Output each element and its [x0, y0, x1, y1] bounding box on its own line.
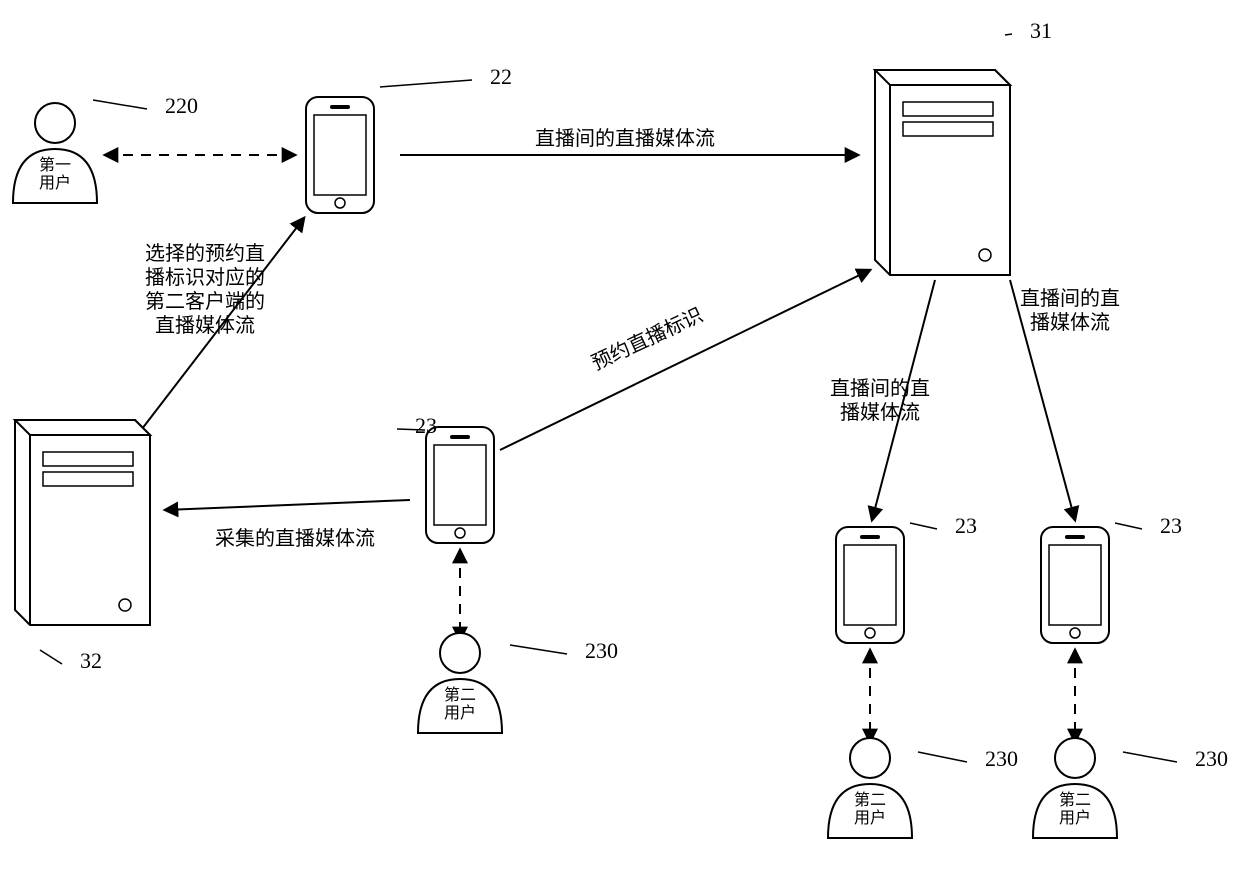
ref-label-user_mid: 230: [585, 638, 618, 663]
e_phone_mid_serverleft-label: 采集的直播媒体流: [215, 527, 375, 550]
ref-label-server_right: 31: [1030, 18, 1052, 43]
ref-label-phone_r1: 23: [955, 513, 977, 538]
e_phone_mid_serverleft: [165, 500, 410, 510]
ref-leader-server_left: [40, 650, 62, 664]
ref-leader-user_r1: [918, 752, 967, 762]
svg-text:直播间的直播媒体流: 直播间的直播媒体流: [535, 127, 715, 150]
ref-label-user_first: 220: [165, 93, 198, 118]
e_serverleft_phone_host-label: 选择的预约直播标识对应的第二客户端的直播媒体流: [145, 242, 265, 337]
node-phone_r2: [1041, 527, 1109, 643]
ref-leader-server_right: [1005, 34, 1012, 35]
node-phone_host: [306, 97, 374, 213]
node-server_right: [875, 70, 1010, 275]
e_phone_mid_server_right-label: 预约直播标识: [588, 303, 706, 375]
ref-label-user_r1: 230: [985, 746, 1018, 771]
ref-leader-phone_host: [380, 80, 472, 87]
ref-leader-user_first: [93, 100, 147, 109]
svg-text:直播间的直播媒体流: 直播间的直播媒体流: [1020, 287, 1120, 334]
ref-label-phone_mid: 23: [415, 413, 437, 438]
e_server_right_phone_r1-label: 直播间的直播媒体流: [830, 377, 930, 424]
nodes-layer: 第一用户第二用户第二用户第二用户: [13, 70, 1117, 838]
node-user_r1: 第二用户: [828, 738, 912, 838]
node-phone_mid: [426, 427, 494, 543]
live-stream-architecture-diagram: 第一用户第二用户第二用户第二用户 直播间的直播媒体流选择的预约直播标识对应的第二…: [0, 0, 1240, 879]
node-phone_r1: [836, 527, 904, 643]
svg-text:选择的预约直播标识对应的第二客户端的直播媒体流: 选择的预约直播标识对应的第二客户端的直播媒体流: [145, 242, 265, 337]
ref-leader-user_r2: [1123, 752, 1177, 762]
svg-text:预约直播标识: 预约直播标识: [588, 303, 706, 375]
ref-label-phone_r2: 23: [1160, 513, 1182, 538]
labels-layer: 直播间的直播媒体流选择的预约直播标识对应的第二客户端的直播媒体流采集的直播媒体流…: [40, 18, 1228, 771]
svg-text:采集的直播媒体流: 采集的直播媒体流: [215, 527, 375, 550]
ref-label-server_left: 32: [80, 648, 102, 673]
e_server_right_phone_r2-label: 直播间的直播媒体流: [1020, 287, 1120, 334]
svg-text:直播间的直播媒体流: 直播间的直播媒体流: [830, 377, 930, 424]
node-user_mid: 第二用户: [418, 633, 502, 733]
node-user_first: 第一用户: [13, 103, 97, 203]
e_phone_mid_server_right: [500, 270, 870, 450]
node-server_left: [15, 420, 150, 625]
ref-leader-phone_r2: [1115, 523, 1142, 529]
ref-leader-phone_r1: [910, 523, 937, 529]
e_phone_server_top-label: 直播间的直播媒体流: [535, 127, 715, 150]
e_server_right_phone_r1: [872, 280, 935, 520]
node-user_r2: 第二用户: [1033, 738, 1117, 838]
ref-label-user_r2: 230: [1195, 746, 1228, 771]
ref-leader-user_mid: [510, 645, 567, 654]
ref-label-phone_host: 22: [490, 64, 512, 89]
